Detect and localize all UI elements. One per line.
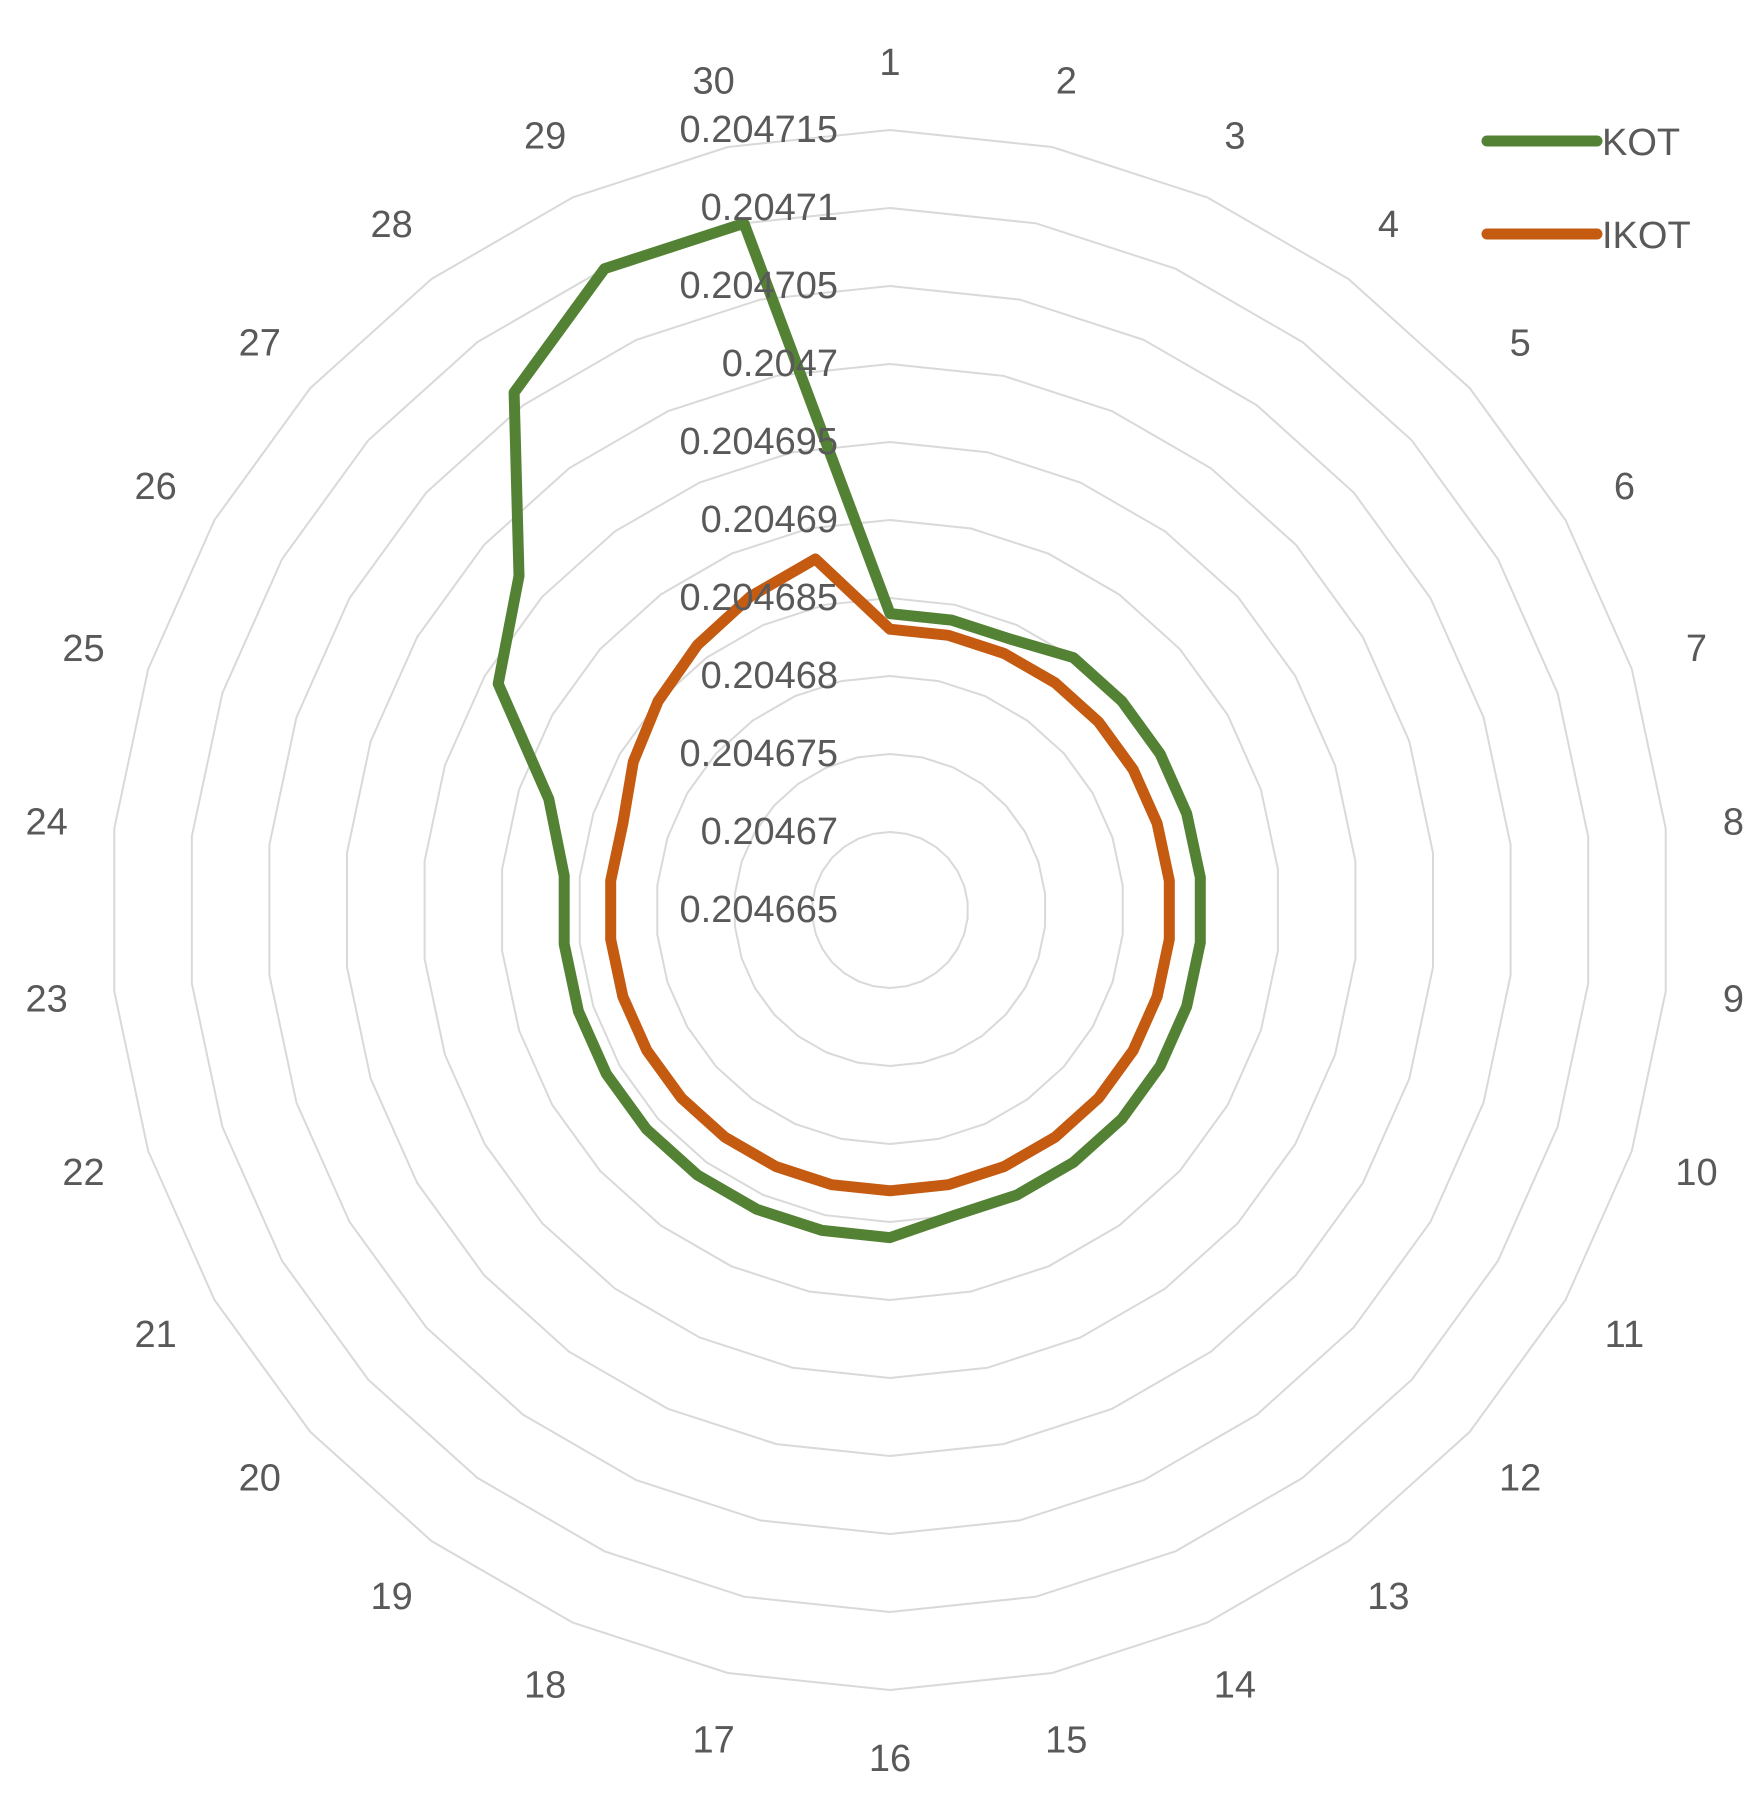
category-label: 18 <box>524 1665 566 1707</box>
category-label: 10 <box>1675 1152 1717 1194</box>
radial-tick-label: 0.204715 <box>680 109 839 151</box>
grid-ring <box>733 752 1047 1068</box>
category-label: 3 <box>1224 115 1245 157</box>
category-label: 12 <box>1499 1457 1541 1499</box>
category-label: 22 <box>62 1152 104 1194</box>
radial-tick-label: 0.204695 <box>680 421 839 463</box>
category-label: 1 <box>879 42 900 84</box>
category-label: 9 <box>1723 979 1744 1021</box>
radial-tick-label: 0.20469 <box>701 499 838 541</box>
category-label: 29 <box>524 115 566 157</box>
category-label: 26 <box>134 466 176 508</box>
category-label: 28 <box>370 204 412 246</box>
category-label: 17 <box>693 1720 735 1762</box>
radar-grid <box>113 128 1667 1692</box>
radial-tick-label: 0.204705 <box>680 265 839 307</box>
series-line-kot <box>492 217 1206 1244</box>
legend-item-ikot: IKOT <box>1481 215 1691 257</box>
grid-ring <box>268 284 1512 1536</box>
category-label: 21 <box>134 1314 176 1356</box>
category-label: 25 <box>62 628 104 670</box>
grid-ring <box>656 674 1124 1146</box>
category-label: 30 <box>693 61 735 103</box>
legend-label-ikot: IKOT <box>1602 215 1691 257</box>
category-label: 14 <box>1214 1665 1256 1707</box>
grid-ring <box>113 128 1667 1692</box>
radial-tick-label: 0.20471 <box>701 187 838 229</box>
grid-ring <box>501 518 1279 1302</box>
category-label: 23 <box>25 979 67 1021</box>
category-label: 20 <box>239 1457 281 1499</box>
legend-item-kot: KOT <box>1481 122 1680 164</box>
grid-ring <box>811 830 969 990</box>
category-labels: 1 234567891011121314151617181920212223242… <box>25 42 1744 1780</box>
category-label: 2 <box>1056 61 1077 103</box>
category-label: 16 <box>869 1738 911 1780</box>
grid-ring <box>346 362 1434 1458</box>
category-label: 11 <box>1605 1314 1644 1356</box>
category-label: 19 <box>370 1576 412 1618</box>
category-label: 15 <box>1045 1720 1087 1762</box>
radial-tick-label: 0.204675 <box>680 733 839 775</box>
series-layer <box>492 217 1206 1244</box>
grid-ring <box>423 440 1357 1380</box>
category-label: 24 <box>25 801 67 843</box>
category-label: 8 <box>1723 801 1744 843</box>
legend-label-kot: KOT <box>1602 122 1680 164</box>
grid-ring <box>190 206 1590 1614</box>
radial-tick-label: 0.20467 <box>701 811 838 853</box>
category-label: 27 <box>239 323 281 365</box>
category-label: 6 <box>1614 466 1635 508</box>
series-line-ikot <box>605 553 1175 1197</box>
radial-tick-label: 0.204665 <box>680 889 839 931</box>
category-label: 13 <box>1367 1576 1409 1618</box>
legend: KOT IKOT <box>1481 122 1691 257</box>
category-label: 7 <box>1686 628 1707 670</box>
radial-tick-label: 0.204685 <box>680 577 839 619</box>
radial-tick-labels: 0.204665 0.20467 0.204675 0.20468 0.204685 0.… <box>680 109 839 931</box>
radial-tick-label: 0.2047 <box>722 343 838 385</box>
category-label: 4 <box>1378 204 1399 246</box>
category-label: 5 <box>1510 323 1531 365</box>
radial-tick-label: 0.20468 <box>701 655 838 697</box>
